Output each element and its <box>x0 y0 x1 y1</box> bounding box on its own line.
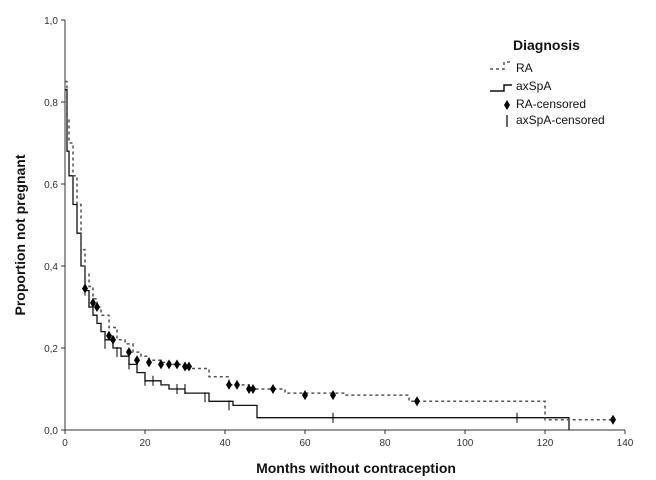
y-tick-label: 0,4 <box>44 262 58 273</box>
ra-censored-mark <box>158 359 164 370</box>
ra-censored-mark <box>250 384 256 394</box>
x-tick-label: 0 <box>62 438 68 449</box>
legend: Diagnosis RA axSpA RA-censored axSpA-cen… <box>490 37 605 127</box>
legend-ra-censored-label: RA-censored <box>516 97 586 111</box>
legend-ra-label: RA <box>516 61 533 75</box>
y-tick-label: 0,2 <box>44 344 58 355</box>
x-tick-label: 40 <box>219 438 231 449</box>
ra-censored-mark <box>186 361 192 372</box>
x-tick-label: 60 <box>299 438 311 449</box>
axspa-survival-line <box>65 89 570 430</box>
x-tick-label: 80 <box>379 438 391 449</box>
ra-censored-mark <box>110 334 116 345</box>
x-tick-label: 140 <box>617 438 634 449</box>
plot-area <box>65 80 616 430</box>
x-axis-title: Months without contraception <box>256 460 456 476</box>
ra-censored-mark <box>246 384 252 394</box>
x-tick-label: 100 <box>457 438 474 449</box>
legend-ra-swatch <box>490 61 512 70</box>
ra-censored-mark <box>414 396 420 407</box>
legend-ra-censored-diamond <box>504 100 510 110</box>
ra-censored-mark <box>234 379 240 390</box>
ra-censored-mark <box>134 355 140 366</box>
ra-censored-mark <box>146 357 152 368</box>
y-axis-title: Proportion not pregnant <box>12 154 28 315</box>
ra-censored-mark <box>302 390 308 401</box>
ra-censored-mark <box>330 390 336 401</box>
x-tick-label: 120 <box>537 438 554 449</box>
ra-censored-mark <box>94 302 100 312</box>
legend-axspa-label: axSpA <box>516 79 551 93</box>
ra-censored-mark <box>270 384 276 394</box>
ra-survival-line <box>65 80 613 421</box>
ra-censored-mark <box>126 347 132 358</box>
legend-axspa-censored-label: axSpA-censored <box>516 113 605 127</box>
y-tick-label: 0,8 <box>44 98 58 109</box>
ra-censored-mark <box>226 379 232 390</box>
ra-censored-mark <box>106 330 112 341</box>
ra-censored-mark <box>90 297 96 308</box>
y-tick-label: 1,0 <box>44 16 58 27</box>
x-tick-label: 20 <box>139 438 151 449</box>
ra-censored-mark <box>174 359 180 370</box>
ra-censored-mark <box>182 361 188 372</box>
y-tick-label: 0,0 <box>44 426 58 437</box>
axes: 0 20 40 60 80 100 120 140 0,0 0,2 0,4 0,6 0,8 1,0 <box>44 16 634 449</box>
ra-censored-mark <box>82 283 88 294</box>
ra-censored-mark <box>166 359 172 370</box>
legend-title: Diagnosis <box>513 37 580 53</box>
legend-axspa-swatch <box>490 84 512 92</box>
y-tick-label: 0,6 <box>44 180 58 191</box>
ra-censored-mark <box>610 414 616 425</box>
